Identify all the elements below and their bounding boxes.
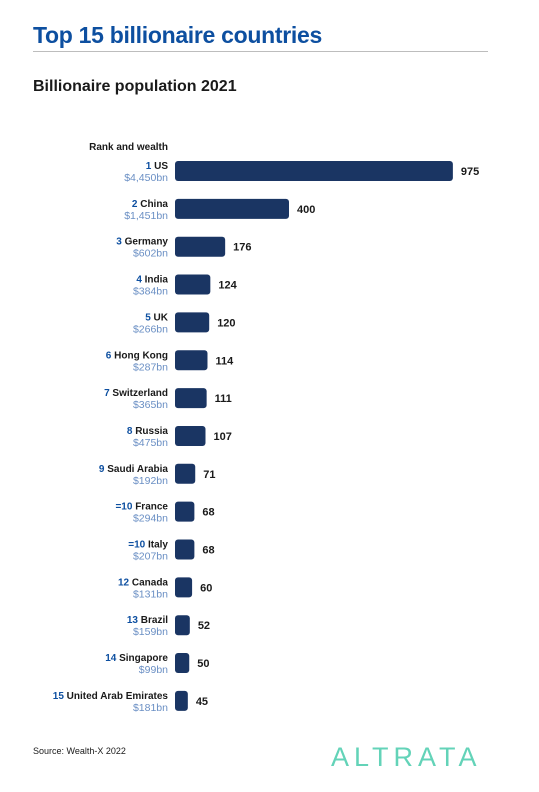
rank-label-5: 5 [145, 312, 153, 323]
country-label-15: United Arab Emirates [67, 691, 169, 702]
altrata-logo: ALTRATA [331, 742, 482, 772]
wealth-label-8: $475bn [133, 437, 168, 449]
wealth-label-5: $266bn [133, 323, 168, 335]
rank-label-15: 15 [53, 691, 67, 702]
bar-2 [175, 198, 289, 219]
category-label-1: 1 US [146, 161, 169, 172]
value-label-6: 114 [215, 355, 234, 367]
country-label-8: Russia [135, 426, 168, 437]
country-label-12: Canada [132, 577, 169, 588]
wealth-label-1: $4,450bn [124, 172, 168, 184]
country-label-7: Switzerland [112, 388, 168, 399]
country-label-2: China [140, 199, 168, 210]
category-label-5: 5 UK [145, 312, 169, 323]
wealth-label-7: $365bn [133, 399, 168, 411]
country-label-3: Germany [125, 237, 169, 248]
bar-4 [175, 274, 211, 295]
bar-13 [175, 615, 190, 636]
category-label-7: 7 Switzerland [104, 388, 168, 399]
value-label-5: 120 [217, 317, 235, 329]
source-note: Source: Wealth-X 2022 [33, 746, 126, 756]
rank-label-3: 3 [116, 237, 124, 248]
bar-3 [175, 236, 226, 257]
value-label-14: 50 [197, 658, 209, 670]
wealth-label-3: $602bn [133, 248, 168, 260]
country-label-13: Brazil [141, 615, 168, 626]
value-label-15: 45 [196, 696, 208, 708]
category-label-8: 8 Russia [127, 426, 169, 437]
bar-14 [175, 653, 190, 674]
value-label-9: 71 [203, 469, 215, 481]
value-label-8: 107 [213, 431, 231, 443]
value-label-3: 176 [233, 242, 251, 254]
bar-10 [175, 501, 195, 522]
value-label-12: 60 [200, 582, 212, 594]
rank-label-14: 14 [105, 653, 119, 664]
rank-label-11: =10 [128, 540, 148, 551]
rank-label-12: 12 [118, 577, 132, 588]
category-label-3: 3 Germany [116, 237, 168, 248]
rank-label-8: 8 [127, 426, 135, 437]
rank-wealth-column-label: Rank and wealth [89, 142, 168, 153]
country-label-10: France [135, 502, 168, 513]
category-label-13: 13 Brazil [127, 615, 168, 626]
country-label-9: Saudi Arabia [107, 464, 168, 475]
rank-label-9: 9 [99, 464, 107, 475]
category-label-6: 6 Hong Kong [106, 350, 168, 361]
bar-1 [175, 161, 453, 181]
rank-label-13: 13 [127, 615, 141, 626]
value-label-11: 68 [202, 545, 214, 557]
rank-label-7: 7 [104, 388, 112, 399]
bar-11 [175, 539, 195, 560]
bar-7 [175, 388, 207, 409]
wealth-label-6: $287bn [133, 361, 168, 373]
bar-8 [175, 425, 206, 446]
category-label-14: 14 Singapore [105, 653, 168, 664]
country-label-5: UK [154, 312, 169, 323]
wealth-label-11: $207bn [133, 551, 168, 563]
country-label-4: India [145, 275, 169, 286]
rank-label-4: 4 [136, 275, 144, 286]
value-label-13: 52 [198, 620, 210, 632]
wealth-label-12: $131bn [133, 588, 168, 600]
bar-12 [175, 577, 193, 598]
wealth-label-14: $99bn [139, 664, 168, 676]
category-label-10: =10 France [115, 502, 168, 513]
value-label-1: 975 [461, 166, 479, 178]
wealth-label-10: $294bn [133, 513, 168, 525]
wealth-label-15: $181bn [133, 702, 168, 714]
country-label-14: Singapore [119, 653, 168, 664]
chart-title: Top 15 billionaire countries [33, 22, 322, 48]
rank-label-6: 6 [106, 350, 114, 361]
rank-label-1: 1 [146, 161, 154, 172]
rank-label-2: 2 [132, 199, 140, 210]
wealth-label-4: $384bn [133, 286, 168, 298]
country-label-1: US [154, 161, 168, 172]
bar-6 [175, 350, 208, 371]
wealth-label-13: $159bn [133, 626, 168, 638]
category-label-2: 2 China [132, 199, 169, 210]
value-label-7: 111 [215, 393, 232, 405]
title-divider [33, 51, 488, 52]
country-label-6: Hong Kong [114, 350, 168, 361]
value-label-2: 400 [297, 204, 315, 216]
wealth-label-2: $1,451bn [124, 210, 168, 222]
category-label-15: 15 United Arab Emirates [53, 691, 169, 702]
category-label-9: 9 Saudi Arabia [99, 464, 169, 475]
bar-15 [175, 690, 188, 711]
wealth-label-9: $192bn [133, 475, 168, 487]
value-label-10: 68 [202, 507, 214, 519]
category-label-4: 4 India [136, 275, 168, 286]
category-label-11: =10 Italy [128, 540, 168, 551]
rank-label-10: =10 [115, 502, 135, 513]
chart-subtitle: Billionaire population 2021 [33, 78, 237, 95]
value-label-4: 124 [218, 280, 237, 292]
bar-9 [175, 463, 196, 484]
bar-5 [175, 312, 210, 333]
country-label-11: Italy [148, 540, 168, 551]
category-label-12: 12 Canada [118, 577, 168, 588]
